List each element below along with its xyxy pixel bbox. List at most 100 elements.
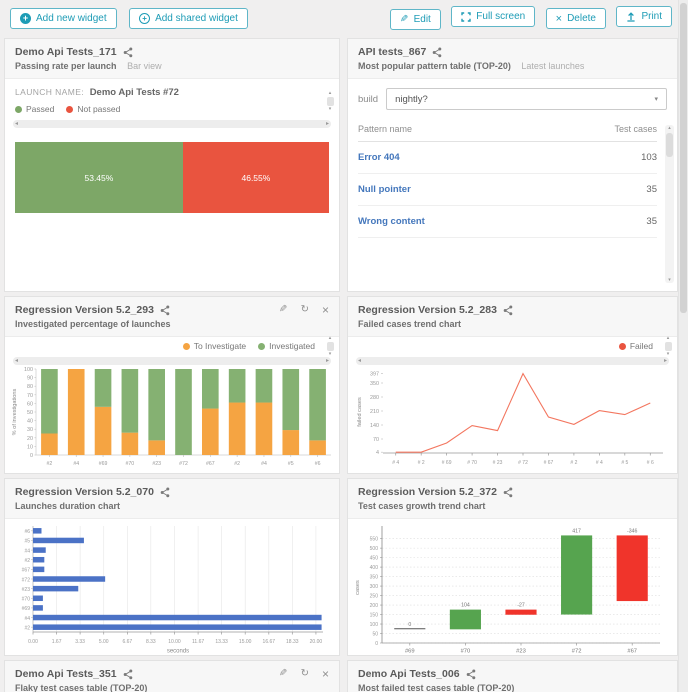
- edit-dashboard-button[interactable]: ✎ Edit: [390, 9, 441, 30]
- share-icon[interactable]: [503, 305, 513, 316]
- close-icon[interactable]: ×: [321, 667, 329, 681]
- legend-item[interactable]: Not passed: [66, 104, 120, 114]
- svg-text:11.67: 11.67: [192, 639, 204, 645]
- delete-dashboard-button[interactable]: × Delete: [545, 8, 606, 29]
- widget-subtitle: Investigated percentage of launches: [15, 319, 171, 329]
- arrow-up-icon[interactable]: ▴: [328, 335, 332, 341]
- svg-text:50: 50: [372, 632, 378, 638]
- svg-text:#67: #67: [206, 461, 215, 467]
- svg-text:#2: #2: [47, 461, 53, 467]
- svg-text:#6: #6: [24, 529, 30, 535]
- print-export-icon: [627, 11, 636, 22]
- legend-label: Passed: [26, 104, 55, 114]
- add-shared-widget-label: Add shared widget: [155, 12, 238, 24]
- failed-cases-line-chart[interactable]: 4 70 140 210 280 350 397 # 4 # 2 # 69 # 70 # 23 # 72…: [353, 365, 673, 469]
- vertical-spinner[interactable]: ▴ ▾: [325, 91, 335, 112]
- svg-text:300: 300: [369, 584, 378, 590]
- add-shared-widget-button[interactable]: + Add shared widget: [129, 7, 248, 29]
- svg-text:#4: #4: [261, 461, 267, 467]
- vertical-spinner[interactable]: ▴ ▾: [325, 336, 335, 357]
- investigated-stacked-bar-chart[interactable]: 0 10 20 30 40 50 60 70 80 90 100 #2 #4 #69 #70 #23 #72 #6…: [9, 365, 335, 469]
- fullscreen-icon: [461, 11, 471, 22]
- share-icon[interactable]: [123, 669, 133, 680]
- edit-widget-icon[interactable]: ✎: [279, 304, 288, 315]
- legend-item[interactable]: To Investigate: [182, 341, 246, 351]
- pattern-link[interactable]: Error 404: [358, 152, 400, 163]
- svg-text:#23: #23: [516, 649, 526, 655]
- svg-text:cases: cases: [355, 580, 361, 595]
- widget-header: Regression Version 5.2_070 Launches dura…: [5, 479, 339, 519]
- page-scrollbar-thumb[interactable]: [680, 3, 687, 313]
- refresh-icon[interactable]: ↻: [300, 668, 309, 679]
- svg-text:200: 200: [369, 603, 378, 609]
- edit-widget-icon[interactable]: ✎: [279, 668, 288, 679]
- svg-text:6.67: 6.67: [122, 639, 132, 645]
- svg-text:0.00: 0.00: [28, 639, 38, 645]
- legend-dot-icon: [618, 342, 626, 350]
- widget-actions: ✎ ↻ ×: [279, 303, 329, 317]
- legend-item[interactable]: Passed: [15, 104, 54, 114]
- svg-text:# 70: # 70: [467, 460, 477, 466]
- passing-rate-bar[interactable]: 53.45% 46.55%: [15, 142, 329, 213]
- build-filter-label: build: [358, 93, 379, 105]
- share-icon[interactable]: [123, 47, 133, 58]
- growth-waterfall-chart[interactable]: 0 50 100 150 200 250 300 350 400 450 500 550 0 #69 104…: [352, 522, 674, 656]
- build-select[interactable]: nightly? ▾: [386, 88, 667, 110]
- svg-text:550: 550: [369, 537, 378, 543]
- svg-text:#4: #4: [24, 616, 30, 622]
- add-new-widget-button[interactable]: + Add new widget: [10, 7, 117, 29]
- arrow-down-icon[interactable]: ▾: [666, 351, 670, 357]
- svg-text:0: 0: [408, 622, 411, 628]
- launch-name-value: Demo Api Tests #72: [89, 87, 179, 98]
- share-icon[interactable]: [466, 669, 476, 680]
- svg-text:10.00: 10.00: [168, 639, 181, 645]
- print-button[interactable]: Print: [616, 6, 672, 27]
- launch-name-label: LAUNCH NAME:: [15, 87, 85, 97]
- duration-horizontal-bar-chart[interactable]: 0.00 1.67 3.33 5.00 6.67 8.33 10.00 11.67 13.33 1…: [7, 522, 337, 656]
- page-scrollbar[interactable]: [678, 0, 688, 692]
- arrow-down-icon[interactable]: ▾: [328, 106, 332, 112]
- full-screen-button[interactable]: Full screen: [451, 6, 536, 27]
- test-cases-count: 35: [540, 173, 657, 206]
- svg-text:40: 40: [27, 419, 33, 425]
- svg-text:#72: #72: [179, 461, 188, 467]
- svg-text:50: 50: [27, 410, 33, 416]
- horizontal-scrollbar[interactable]: [13, 120, 331, 128]
- horizontal-scrollbar[interactable]: [356, 357, 669, 365]
- close-icon[interactable]: ×: [321, 303, 329, 317]
- share-icon[interactable]: [160, 305, 170, 316]
- svg-text:140: 140: [370, 423, 379, 429]
- svg-text:#67: #67: [627, 649, 637, 655]
- legend-item[interactable]: Investigated: [258, 341, 315, 351]
- legend-item[interactable]: Failed: [618, 341, 653, 351]
- arrow-up-icon[interactable]: ▴: [328, 90, 332, 96]
- arrow-down-icon[interactable]: ▾: [328, 351, 332, 357]
- widget-view-mode: Bar view: [127, 61, 162, 71]
- share-icon[interactable]: [432, 47, 442, 58]
- print-label: Print: [641, 11, 662, 22]
- edit-label: Edit: [413, 14, 431, 25]
- table-vertical-scrollbar[interactable]: [665, 125, 674, 283]
- svg-text:-27: -27: [517, 603, 525, 609]
- share-icon[interactable]: [503, 487, 513, 498]
- legend-label: Not passed: [77, 104, 121, 114]
- svg-text:60: 60: [27, 401, 33, 407]
- arrow-up-icon[interactable]: ▴: [666, 335, 670, 341]
- passing-rate-segment[interactable]: 46.55%: [182, 142, 329, 213]
- widget-subtitle: Most failed test cases table (TOP-20): [358, 683, 515, 692]
- table-row: Null pointer 35: [358, 173, 657, 206]
- pattern-link[interactable]: Null pointer: [358, 184, 411, 195]
- horizontal-scrollbar[interactable]: [13, 357, 331, 365]
- svg-text:#4: #4: [73, 461, 79, 467]
- svg-text:397: 397: [370, 372, 379, 378]
- refresh-icon[interactable]: ↻: [300, 304, 309, 315]
- widget-subtitle: Test cases growth trend chart: [358, 501, 486, 511]
- vertical-spinner[interactable]: ▴ ▾: [663, 336, 673, 357]
- share-icon[interactable]: [160, 487, 170, 498]
- svg-text:#23: #23: [22, 587, 31, 593]
- svg-text:250: 250: [369, 594, 378, 600]
- widget-subtitle: Flaky test cases table (TOP-20): [15, 683, 148, 692]
- passing-rate-segment[interactable]: 53.45%: [15, 142, 183, 213]
- test-cases-count: 103: [540, 141, 657, 174]
- pattern-link[interactable]: Wrong content: [358, 216, 425, 227]
